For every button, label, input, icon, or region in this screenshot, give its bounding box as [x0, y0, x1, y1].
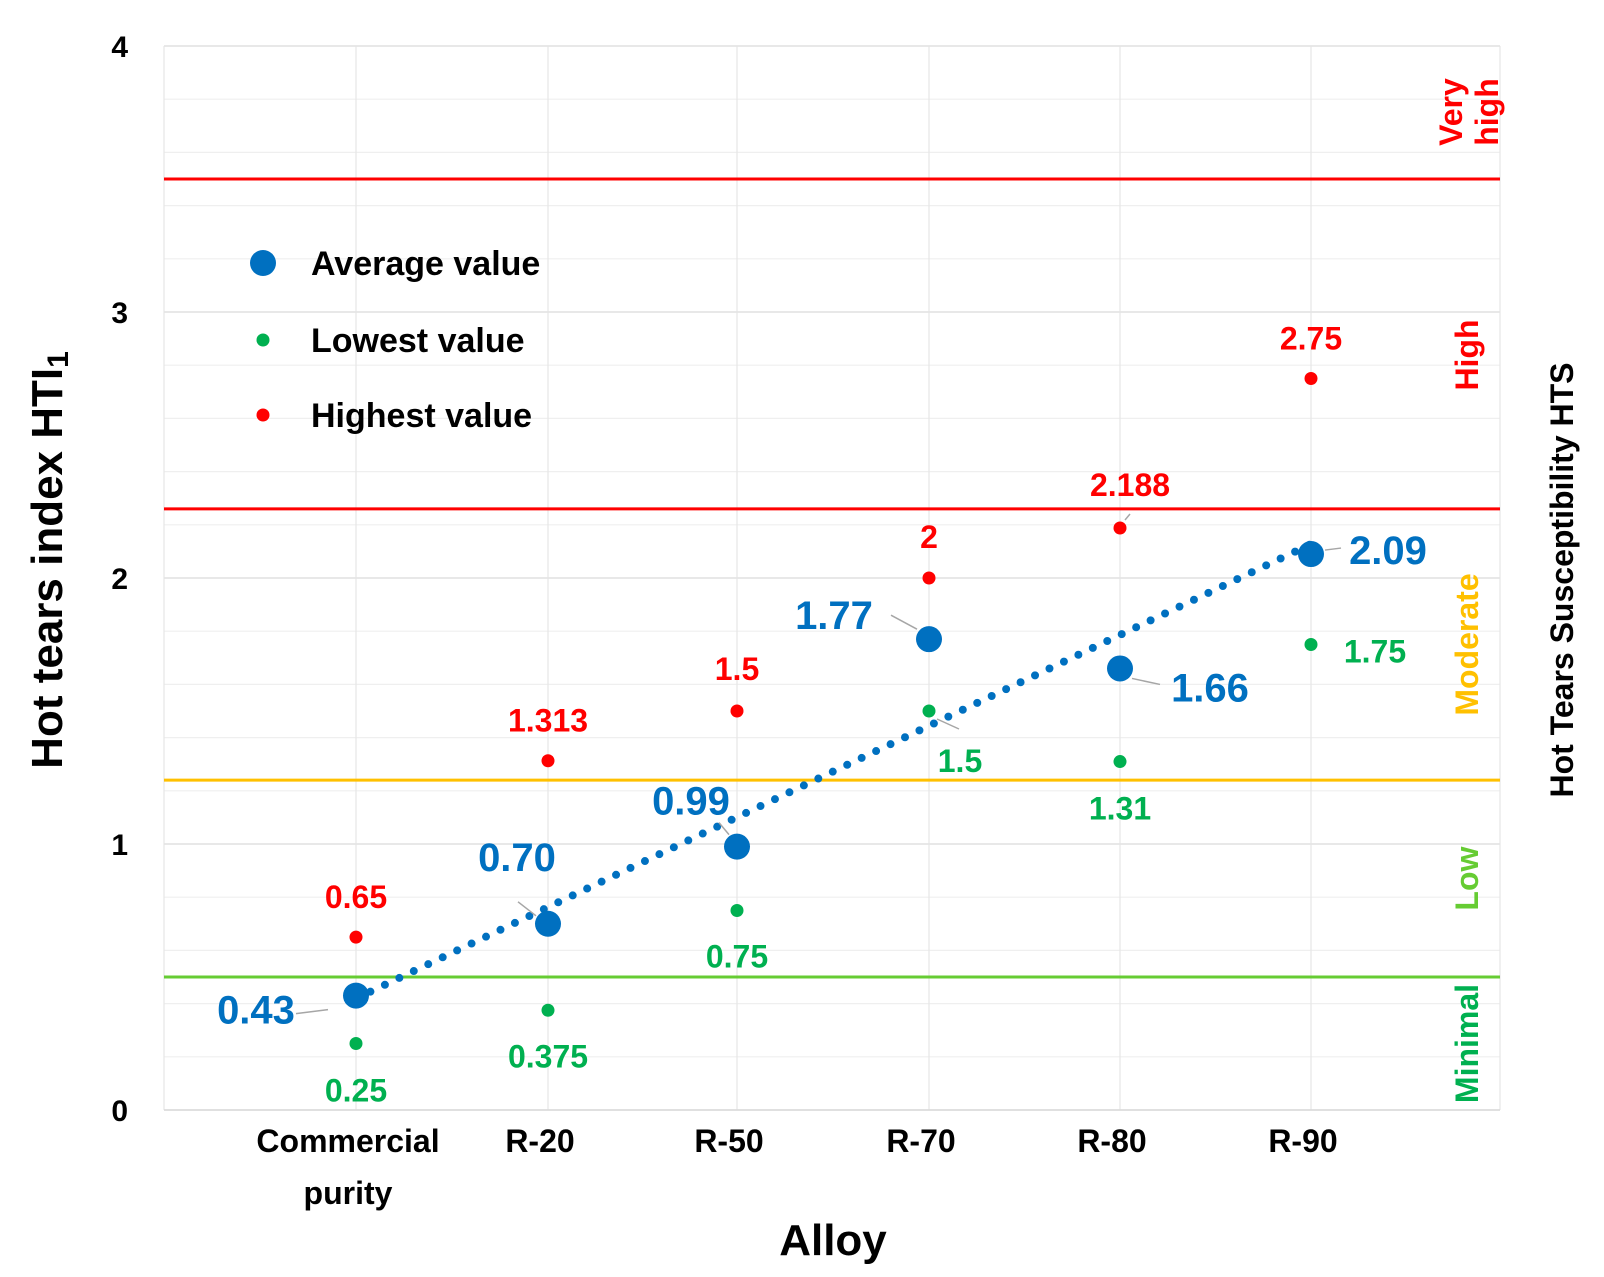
x-tick-label: R-80: [1077, 1123, 1146, 1159]
zone-label: Veryhigh: [1433, 78, 1505, 146]
legend-marker: [250, 250, 276, 276]
lowest-point: [349, 1037, 363, 1050]
y-tick-label: 4: [111, 31, 128, 64]
grid: [163, 45, 1501, 1111]
average-data-label: 2.09: [1349, 529, 1427, 573]
legend: Average value Lowest value Highest value: [250, 245, 540, 435]
lowest-point: [730, 904, 744, 917]
legend-label: Average value: [311, 245, 540, 283]
lowest-point: [1304, 638, 1318, 651]
x-tick-label: R-90: [1268, 1123, 1337, 1159]
legend-label: Lowest value: [311, 322, 525, 360]
legend-marker: [256, 333, 270, 347]
leader-line: [718, 822, 730, 836]
average-data-label: 1.66: [1171, 666, 1249, 710]
highest-point: [730, 704, 744, 718]
x-tick-label: purity: [304, 1175, 393, 1211]
right-axis-title: Hot Tears Susceptibility HTS: [1544, 362, 1580, 797]
x-tick-label: Commercial: [256, 1123, 439, 1159]
axes: Alloy Hot tears index HTI1 Hot Tears Sus…: [23, 31, 1580, 1265]
leader-line: [1324, 547, 1342, 551]
x-tick-label: R-50: [694, 1123, 763, 1159]
highest-data-label: 2.75: [1280, 321, 1342, 357]
x-tick-label: R-20: [505, 1123, 574, 1159]
lowest-data-label: 1.31: [1089, 791, 1151, 827]
leader-line: [295, 1008, 329, 1015]
legend-label: Highest value: [311, 397, 532, 435]
x-axis-title: Alloy: [779, 1216, 887, 1265]
leader-line: [1131, 677, 1161, 686]
x-tick-label: R-70: [886, 1123, 955, 1159]
lowest-data-label: 0.75: [706, 939, 768, 975]
average-data-label: 0.99: [652, 780, 730, 824]
lowest-data-label: 1.75: [1344, 634, 1406, 670]
y-tick-label: 1: [111, 829, 128, 862]
lowest-point: [1113, 755, 1127, 769]
zone-label: Minimal: [1449, 984, 1485, 1103]
leader-line: [890, 614, 918, 630]
highest-point: [922, 571, 936, 585]
leader-line: [517, 901, 537, 917]
y-tick-label: 0: [111, 1095, 128, 1128]
zone-label: High: [1449, 319, 1485, 390]
highest-data-label: 1.313: [508, 703, 588, 739]
leader-line: [1124, 513, 1131, 521]
y-axis-title-main: Hot tears index HTI: [23, 368, 72, 769]
legend-marker: [256, 408, 270, 422]
leader-lines: [295, 513, 1342, 1015]
y-axis-title-subscript: 1: [42, 351, 75, 368]
threshold-lines: [164, 177, 1500, 979]
highest-data-label: 2: [920, 519, 938, 555]
highest-data-label: 1.5: [715, 651, 759, 687]
average-point: [1298, 541, 1324, 568]
leader-line: [936, 718, 960, 730]
average-point: [724, 833, 750, 860]
average-trendline: [352, 540, 1315, 1003]
average-point: [916, 626, 942, 653]
average-point: [535, 910, 561, 937]
zone-label-line: high: [1469, 78, 1505, 146]
lowest-data-label: 0.25: [325, 1073, 387, 1109]
highest-point: [1304, 372, 1318, 385]
zone-label-line: Very: [1433, 78, 1469, 146]
average-point: [1107, 655, 1133, 682]
highest-point: [1113, 521, 1127, 535]
trendline: [352, 540, 1315, 1003]
lowest-point: [541, 1003, 555, 1017]
highest-point: [349, 930, 363, 944]
highest-data-label: 2.188: [1090, 467, 1170, 503]
average-data-label: 1.77: [795, 594, 873, 638]
average-data-label: 0.70: [478, 836, 556, 880]
lowest-data-label: 0.375: [508, 1038, 588, 1074]
lowest-data-label: 1.5: [938, 743, 982, 779]
zone-label: Low: [1449, 846, 1485, 910]
y-axis-title: Hot tears index HTI1: [23, 351, 75, 769]
y-tick-label: 3: [111, 297, 128, 330]
y-tick-label: 2: [111, 563, 128, 596]
average-data-label: 0.43: [217, 989, 295, 1033]
average-point: [343, 982, 369, 1009]
lowest-point: [922, 704, 936, 718]
zone-labels: Minimal Low Moderate High Veryhigh: [1433, 78, 1505, 1103]
highest-data-label: 0.65: [325, 879, 387, 915]
data-points: [343, 372, 1324, 1050]
zone-label: Moderate: [1449, 573, 1485, 715]
data-labels: 0.43 0.70 0.99 1.77 1.66 2.09 0.25 0.375 0.75 1.5…: [217, 321, 1427, 1109]
highest-point: [541, 754, 555, 768]
